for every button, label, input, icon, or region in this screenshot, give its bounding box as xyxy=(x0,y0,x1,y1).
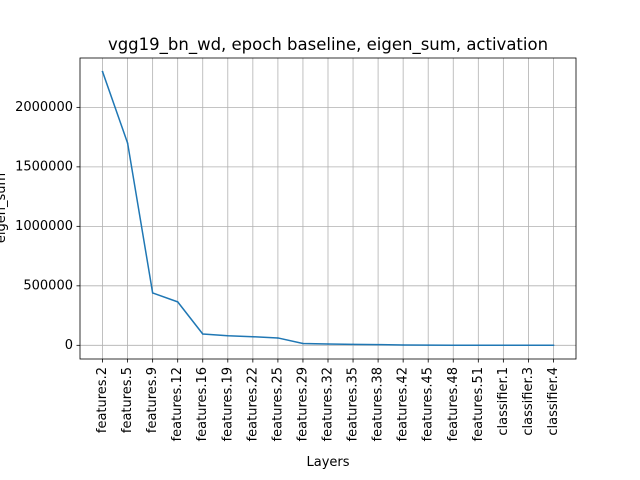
x-tick-label: features.51 xyxy=(471,367,486,441)
data-point xyxy=(452,344,455,346)
data-point xyxy=(377,343,379,346)
data-point xyxy=(502,344,505,347)
data-point xyxy=(552,344,555,347)
x-tick-label: features.25 xyxy=(270,367,285,441)
x-tick-label: features.42 xyxy=(396,367,411,441)
data-point xyxy=(227,335,229,337)
data-point xyxy=(427,344,429,346)
x-tick-label: classifier.1 xyxy=(496,367,511,436)
y-tick-label: 2000000 xyxy=(15,100,73,115)
data-point xyxy=(126,142,129,144)
series-layer xyxy=(101,70,555,347)
y-axis: 0 500000 1000000 1500000 2000000 xyxy=(15,100,80,353)
x-axis: features.2 features.5 features.9 features.1… xyxy=(95,359,561,441)
data-point xyxy=(527,344,530,347)
y-tick-label: 1000000 xyxy=(15,219,73,234)
x-tick-label: classifier.3 xyxy=(521,367,536,436)
x-tick-label: features.48 xyxy=(446,367,461,441)
x-tick-label: features.45 xyxy=(421,367,436,441)
data-point xyxy=(352,343,354,346)
data-point xyxy=(477,344,480,346)
y-tick-label: 1500000 xyxy=(15,159,73,174)
x-tick-label: classifier.4 xyxy=(546,367,561,436)
data-point xyxy=(176,301,179,303)
x-tick-label: features.38 xyxy=(371,367,386,441)
data-point xyxy=(201,333,204,335)
grid xyxy=(80,58,576,359)
data-point xyxy=(151,292,154,294)
x-tick-label: features.29 xyxy=(295,367,310,441)
data-point xyxy=(101,70,104,73)
x-tick-label: features.32 xyxy=(321,367,336,441)
x-tick-label: features.16 xyxy=(195,367,210,441)
x-tick-label: features.19 xyxy=(220,367,235,441)
x-tick-label: features.5 xyxy=(120,367,135,433)
data-point xyxy=(252,336,254,338)
data-point xyxy=(402,344,404,346)
x-tick-label: features.22 xyxy=(245,367,260,441)
x-tick-label: features.12 xyxy=(170,367,185,441)
x-tick-label: features.9 xyxy=(145,367,160,433)
x-tick-label: features.35 xyxy=(346,367,361,441)
data-point xyxy=(302,342,304,345)
data-point xyxy=(277,337,279,339)
chart-title: vgg19_bn_wd, epoch baseline, eigen_sum, … xyxy=(108,35,548,55)
y-tick-label: 0 xyxy=(65,338,73,353)
y-axis-label: eigen_sum xyxy=(0,173,9,243)
x-tick-label: features.2 xyxy=(95,367,110,433)
data-point xyxy=(327,343,329,345)
x-axis-label: Layers xyxy=(306,455,349,470)
y-tick-label: 500000 xyxy=(23,278,73,293)
